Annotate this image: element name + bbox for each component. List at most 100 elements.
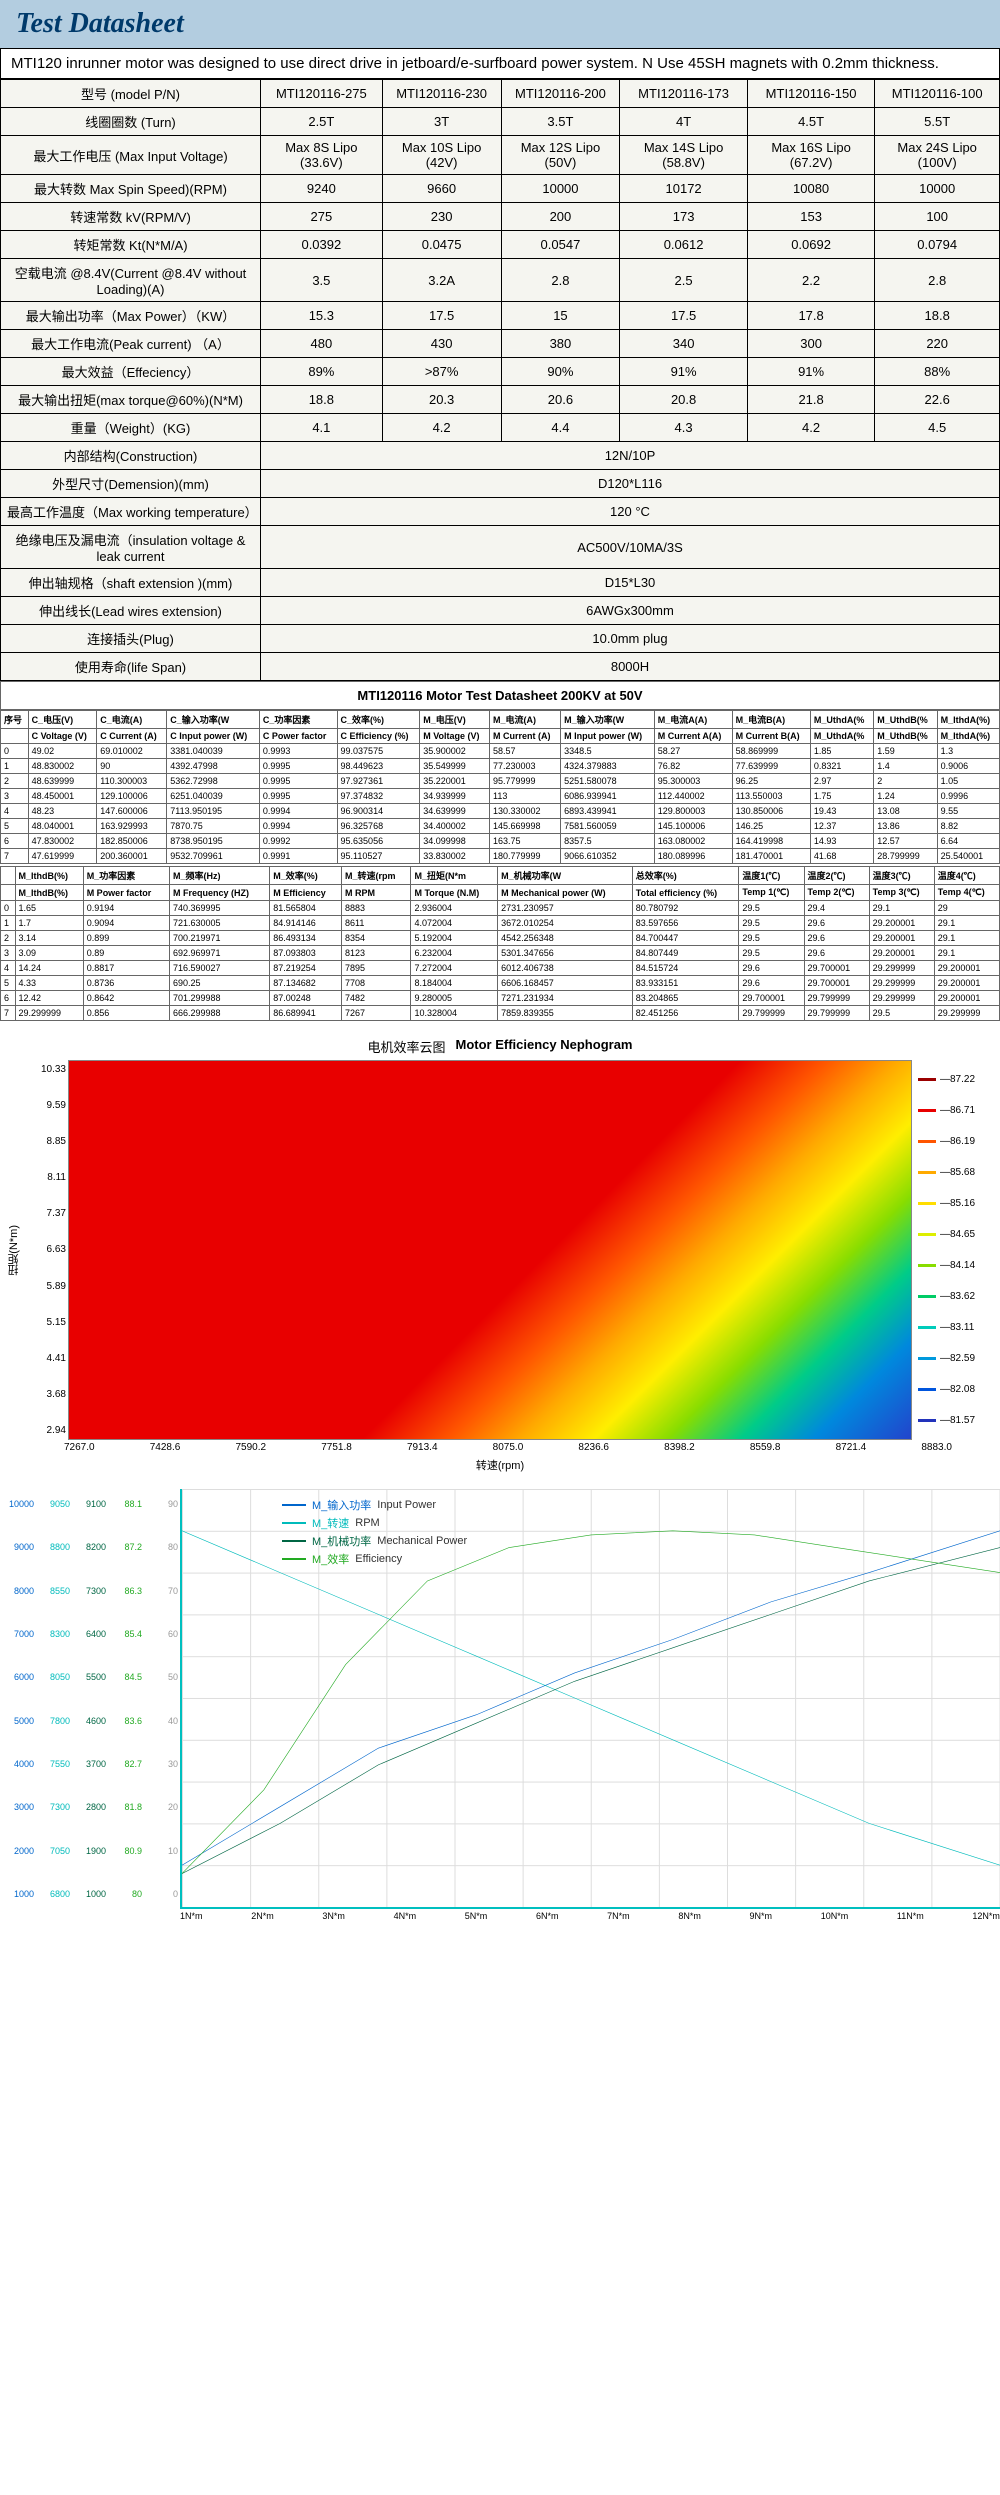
spec-cell: 230 bbox=[382, 203, 501, 231]
data-cell: 81.565804 bbox=[270, 901, 342, 916]
data-cell: 6086.939941 bbox=[561, 789, 655, 804]
data-cell: 87.093803 bbox=[270, 946, 342, 961]
data-header-cn: C_电压(V) bbox=[28, 711, 97, 729]
data-cell: 29.200001 bbox=[869, 931, 934, 946]
data-cell: 3 bbox=[1, 789, 29, 804]
data-cell: 96.25 bbox=[732, 774, 810, 789]
heatmap-xtick: 7590.2 bbox=[235, 1442, 266, 1453]
spec-row-label: 最大转数 Max Spin Speed)(RPM) bbox=[1, 175, 261, 203]
spec-cell: 153 bbox=[747, 203, 875, 231]
spec-cell: 3T bbox=[382, 108, 501, 136]
data-cell: 0.9006 bbox=[937, 759, 999, 774]
data-cell: 0.9993 bbox=[259, 744, 337, 759]
line-xtick: 8N*m bbox=[678, 1911, 701, 1921]
spec-cell: 21.8 bbox=[747, 386, 875, 414]
spec-row-label: 转矩常数 Kt(N*M/A) bbox=[1, 231, 261, 259]
heatmap-ytick: 4.41 bbox=[26, 1353, 66, 1364]
data-header-cn: C_输入功率(W bbox=[167, 711, 260, 729]
data-header-cn bbox=[1, 867, 16, 885]
spec-row-label: 最大效益（Effeciency） bbox=[1, 358, 261, 386]
spec-cell: 90% bbox=[501, 358, 620, 386]
data-header-cn: M_扭矩(N*m bbox=[411, 867, 498, 885]
data-cell: 6012.406738 bbox=[498, 961, 633, 976]
heatmap-ytick: 8.85 bbox=[26, 1136, 66, 1147]
data-header-cn: 序号 bbox=[1, 711, 29, 729]
data-cell: 28.799999 bbox=[874, 849, 937, 864]
data-header-en: Temp 3(℃) bbox=[869, 885, 934, 901]
data-cell: 1.75 bbox=[810, 789, 873, 804]
spec-cell: 20.3 bbox=[382, 386, 501, 414]
data-cell: 716.590027 bbox=[170, 961, 270, 976]
data-cell: 29.799999 bbox=[739, 1006, 804, 1021]
spec-row-label: 最大输出扭矩(max torque@60%)(N*M) bbox=[1, 386, 261, 414]
heatmap-ytick: 2.94 bbox=[26, 1425, 66, 1436]
data-header-en: M Torque (N.M) bbox=[411, 885, 498, 901]
data-cell: 2 bbox=[1, 931, 16, 946]
heatmap-section: 电机效率云图 Motor Efficiency Nephogram 扭矩(N*m… bbox=[0, 1029, 1000, 1479]
data-cell: 9066.610352 bbox=[561, 849, 655, 864]
data-cell: 0.9991 bbox=[259, 849, 337, 864]
data-cell: 2 bbox=[1, 774, 29, 789]
line-y-axis-col: 9080706050403020100 bbox=[144, 1489, 180, 1909]
data-cell: 3381.040039 bbox=[167, 744, 260, 759]
data-cell: 180.779999 bbox=[490, 849, 561, 864]
data-cell: 58.57 bbox=[490, 744, 561, 759]
heatmap-title-en: Motor Efficiency Nephogram bbox=[456, 1037, 633, 1056]
spec-row-label: 重量（Weight）(KG) bbox=[1, 414, 261, 442]
data-cell: 29.700001 bbox=[739, 991, 804, 1006]
spec-merged-cell: D15*L30 bbox=[261, 569, 1000, 597]
spec-model-header: MTI120116-100 bbox=[875, 80, 1000, 108]
data-cell: 87.00248 bbox=[270, 991, 342, 1006]
spec-cell: 89% bbox=[261, 358, 383, 386]
heatmap-legend-item: —83.11 bbox=[918, 1322, 990, 1333]
data-cell: 5 bbox=[1, 976, 16, 991]
data-cell: 48.23 bbox=[28, 804, 97, 819]
data-cell: 163.080002 bbox=[654, 834, 732, 849]
line-y-axis-col: 1000090008000700060005000400030002000100… bbox=[0, 1489, 36, 1909]
data-cell: 4542.256348 bbox=[498, 931, 633, 946]
spec-cell: 9660 bbox=[382, 175, 501, 203]
spec-cell: Max 12S Lipo (50V) bbox=[501, 136, 620, 175]
data-cell: 48.450001 bbox=[28, 789, 97, 804]
data-cell: 33.830002 bbox=[420, 849, 490, 864]
heatmap-legend-item: —86.71 bbox=[918, 1105, 990, 1116]
data-cell: 1.4 bbox=[874, 759, 937, 774]
data-cell: 76.82 bbox=[654, 759, 732, 774]
data-cell: 29.200001 bbox=[934, 961, 999, 976]
data-header-en: C Input power (W) bbox=[167, 729, 260, 744]
data-header-en: C Power factor bbox=[259, 729, 337, 744]
data-cell: 6893.439941 bbox=[561, 804, 655, 819]
data-cell: 29.299999 bbox=[869, 991, 934, 1006]
data-cell: 2731.230957 bbox=[498, 901, 633, 916]
data-cell: 12.42 bbox=[15, 991, 83, 1006]
spec-model-header: MTI120116-150 bbox=[747, 80, 875, 108]
spec-cell: 4.1 bbox=[261, 414, 383, 442]
data-cell: 97.927361 bbox=[337, 774, 420, 789]
data-cell: 129.800003 bbox=[654, 804, 732, 819]
data-header-cn: M_电压(V) bbox=[420, 711, 490, 729]
data-cell: 48.830002 bbox=[28, 759, 97, 774]
data-header-cn: C_效率(%) bbox=[337, 711, 420, 729]
data-header-cn: M_转速(rpm bbox=[342, 867, 411, 885]
data-cell: 145.669998 bbox=[490, 819, 561, 834]
data-cell: 29.6 bbox=[804, 946, 869, 961]
data-cell: 34.639999 bbox=[420, 804, 490, 819]
spec-row-label: 最大工作电流(Peak current) （A） bbox=[1, 330, 261, 358]
data-cell: 1.59 bbox=[874, 744, 937, 759]
data-cell: 8738.950195 bbox=[167, 834, 260, 849]
data-cell: 7708 bbox=[342, 976, 411, 991]
data-cell: 7271.231934 bbox=[498, 991, 633, 1006]
data-header-cn: 总效率(%) bbox=[632, 867, 739, 885]
data-cell: 182.850006 bbox=[97, 834, 167, 849]
data-cell: 7859.839355 bbox=[498, 1006, 633, 1021]
data-cell: 112.440002 bbox=[654, 789, 732, 804]
spec-cell: Max 14S Lipo (58.8V) bbox=[620, 136, 748, 175]
data-cell: 8354 bbox=[342, 931, 411, 946]
data-header-en: C Current (A) bbox=[97, 729, 167, 744]
data-cell: 34.099998 bbox=[420, 834, 490, 849]
spec-cell: 10000 bbox=[875, 175, 1000, 203]
data-cell: 8611 bbox=[342, 916, 411, 931]
data-cell: 29.6 bbox=[804, 931, 869, 946]
data-cell: 2.936004 bbox=[411, 901, 498, 916]
data-cell: 47.830002 bbox=[28, 834, 97, 849]
